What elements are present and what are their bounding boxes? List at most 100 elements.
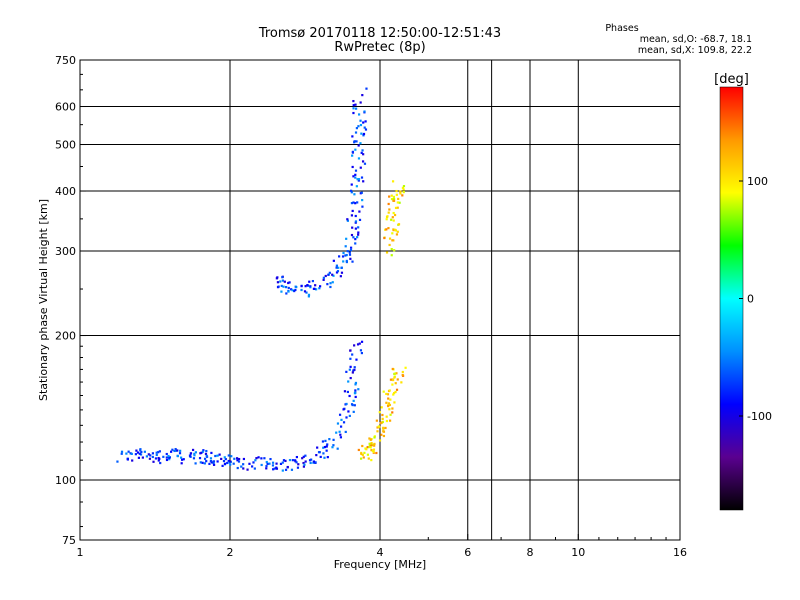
data-points [116, 87, 407, 472]
data-point [203, 462, 206, 465]
data-point [339, 425, 343, 428]
data-point [158, 450, 161, 453]
data-point [351, 150, 354, 153]
data-point [340, 266, 343, 269]
data-point [202, 449, 205, 452]
data-point [357, 157, 361, 160]
data-point [339, 433, 342, 436]
data-point [134, 453, 137, 456]
data-point [387, 397, 390, 400]
data-point [246, 468, 249, 471]
data-point [191, 448, 195, 452]
data-point [141, 456, 144, 459]
data-point [355, 185, 358, 188]
data-point [229, 460, 232, 463]
axis-ticks: 1 2 4 6 8 10 16 75 100 200 300 400 500 600 750 [55, 54, 687, 559]
data-point [314, 461, 317, 464]
x-tick-label: 1 [77, 546, 84, 559]
data-point [304, 460, 307, 463]
data-point [151, 452, 155, 455]
data-point [362, 134, 365, 137]
data-point [370, 458, 373, 462]
data-point [155, 451, 158, 454]
data-point [265, 460, 268, 464]
data-point [351, 165, 354, 169]
data-point [180, 456, 183, 459]
data-point [363, 110, 366, 113]
data-point [361, 198, 364, 202]
data-point [223, 456, 226, 459]
data-point [391, 180, 395, 183]
data-point [362, 456, 365, 459]
data-point [281, 469, 284, 472]
data-point [329, 282, 332, 285]
data-point [216, 454, 219, 457]
data-point [325, 449, 328, 452]
data-point [238, 457, 241, 461]
data-point [349, 257, 352, 260]
data-point [157, 459, 160, 462]
data-point [388, 403, 392, 407]
data-point [288, 281, 291, 284]
data-point [147, 453, 150, 456]
data-point [158, 457, 161, 460]
data-point [354, 103, 357, 106]
data-point [361, 453, 364, 456]
data-point [352, 99, 355, 103]
data-point [328, 438, 331, 441]
data-point [280, 284, 283, 288]
data-point [255, 457, 258, 460]
data-point [276, 281, 280, 284]
data-point [178, 452, 182, 455]
data-point [368, 437, 371, 440]
data-point [168, 456, 171, 459]
data-point [392, 239, 395, 242]
data-point [328, 271, 331, 274]
data-point [214, 454, 217, 458]
data-point [350, 183, 353, 186]
data-point [359, 349, 363, 352]
data-point [352, 111, 355, 115]
data-point [382, 427, 385, 430]
data-point [360, 452, 363, 456]
data-point [360, 340, 364, 343]
data-point [365, 87, 368, 90]
data-point [265, 467, 268, 470]
data-point [304, 454, 307, 457]
data-point [392, 195, 396, 199]
data-point [151, 455, 154, 459]
data-point [236, 459, 239, 462]
data-point [354, 242, 357, 245]
data-point [360, 151, 363, 154]
data-point [367, 457, 370, 460]
data-point [347, 380, 350, 383]
data-point [354, 176, 357, 179]
x-tick-label: 8 [527, 546, 534, 559]
data-point [271, 461, 275, 464]
data-point [174, 447, 177, 451]
data-point [359, 123, 363, 127]
data-point [357, 113, 361, 116]
data-point [296, 466, 300, 469]
data-point [338, 413, 342, 416]
data-point [280, 290, 283, 293]
data-point [386, 393, 390, 396]
data-point [130, 452, 133, 455]
data-point [295, 455, 298, 459]
data-point [350, 191, 353, 194]
data-point [312, 461, 315, 464]
data-point [387, 402, 391, 405]
data-point [340, 418, 343, 421]
data-point [385, 218, 388, 221]
data-point [352, 236, 355, 239]
data-point [233, 457, 236, 460]
data-point [346, 218, 349, 221]
data-point [284, 459, 287, 463]
data-point [387, 202, 390, 206]
data-point [193, 452, 196, 455]
data-point [362, 153, 365, 156]
data-point [251, 465, 254, 468]
data-point [275, 277, 278, 280]
data-point [194, 462, 197, 465]
data-point [143, 450, 146, 453]
